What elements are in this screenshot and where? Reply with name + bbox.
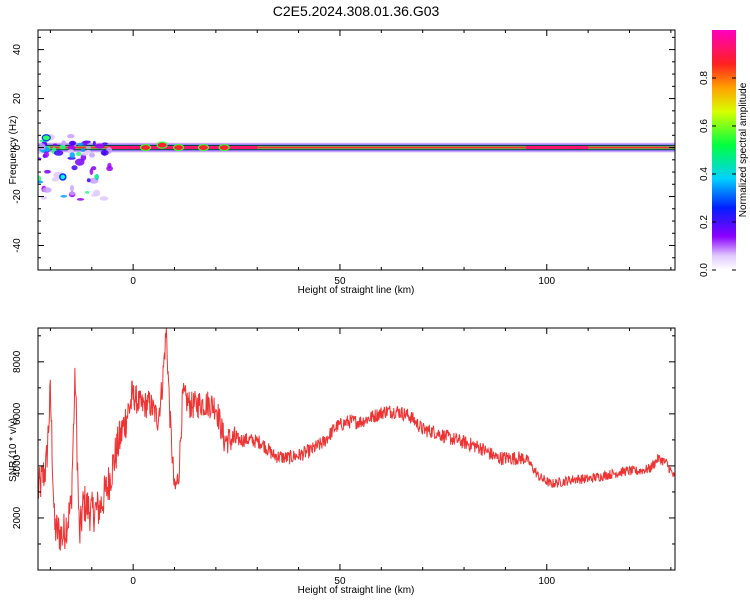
chart-title: C2E5.2024.308.01.36.G03 [273,3,440,19]
spectrogram-scatter-blob [95,143,105,149]
snr-ticks: 0 50 100 2000 4000 6000 8000 [12,328,675,587]
colorbar-label: Normalized spectral amplitude [738,82,749,217]
spectrogram-scatter-blob [42,187,52,193]
colorbar-tick-label: 0.2 [699,215,710,229]
spectrogram-scatter-blob [77,142,84,146]
colorbar-tick-label: 0.8 [699,71,710,85]
spectrogram-scatter-blob [69,152,76,159]
spectrogram-ylabel: Frequency (Hz) [8,116,19,185]
spectrogram-scatter-blob [88,152,96,158]
colorbar-tick-label: 0.0 [699,263,710,277]
spectrogram-xtick-label: 0 [130,276,136,287]
spectrogram-scatter-blob [51,177,59,182]
spectrogram-scatter-blob [92,140,96,146]
spectrogram-scatter-blob [106,165,114,172]
spectrogram-panel: 0 50 100 -40 -20 0 20 40 Height of straight lin… [8,29,676,296]
spectrogram-ytick-label: 20 [12,93,23,105]
snr-ytick-label: 8000 [12,350,23,373]
spectrogram-scatter-blob [80,148,85,152]
spectrogram-scatter-blob [84,149,92,154]
spectrogram-scatter-blob [75,151,82,157]
spectrogram-scatter-blob [43,151,49,158]
spectrogram-scatter-blob [71,165,78,171]
spectrogram-scatter-blob [40,196,48,200]
spectrogram-ytick-label: -40 [12,238,23,253]
snr-ytick-label: 6000 [12,402,23,425]
spectrogram-scatter-blob [61,140,66,146]
spectrogram-xtick-label: 50 [334,276,346,287]
snr-xlabel: Height of straight line (km) [298,585,415,596]
snr-xtick-label: 0 [130,576,136,587]
colorbar: 0.0 0.2 0.4 0.6 0.8 Normalized spectral ampl… [699,30,749,277]
spectrogram-ytick-label: 0 [12,144,23,150]
spectrogram-scatter-blob [76,197,85,201]
snr-series-line [38,328,675,551]
spectrogram-scatter-blob [89,168,94,176]
spectrogram-band-outline [38,145,675,151]
spectrogram-scatter-blob [102,151,106,156]
spectrogram-bright-segment [526,146,589,150]
spectrogram-scatter-blob [86,178,91,183]
snr-ytick-label: 2000 [12,506,23,529]
spectrogram-scatter-blob [44,169,51,174]
spectrogram-blob [156,141,168,149]
spectrogram-blob [197,143,210,152]
spectrogram-scatter-blob [59,173,67,181]
snr-xtick-label: 50 [334,576,346,587]
snr-panel: 0 50 100 2000 4000 6000 8000 Height of straigh… [8,327,676,596]
spectrogram-scatter-blob [99,196,109,201]
spectrogram-scatter-blob [94,174,98,180]
spectrogram-blob [139,143,152,152]
spectrogram-scatter-blob [91,193,98,197]
spectrogram-frame [37,29,676,271]
colorbar-ticks: 0.0 0.2 0.4 0.6 0.8 [699,71,736,277]
colorbar-tick-label: 0.6 [699,119,710,133]
spectrogram-scatter-blob [81,152,89,156]
spectrogram-scatter-blob [53,150,64,156]
spectrogram-scatter-blob [60,195,68,198]
spectrogram-scatter-blob [38,143,46,151]
spectrogram-ytick-label: -20 [12,189,23,204]
spectrogram-scatter-blob [85,191,90,194]
spectrogram-scatter-blob [85,146,92,149]
spectrogram-scatter-blob [70,185,74,192]
snr-frame [37,327,676,571]
spectrogram-scatter-blob [53,143,58,146]
spectrogram-scatter-blob [69,191,76,196]
spectrogram-xlabel: Height of straight line (km) [298,285,415,296]
spectrogram-scatter-blob [68,140,77,146]
spectrogram-scatter-blob [67,144,76,151]
colorbar-tick-label: 0.4 [699,167,710,181]
spectrogram-ytick-label: 40 [12,44,23,56]
snr-xtick-label: 100 [538,576,555,587]
snr-ylabel: SNR (10 * v/v) [8,418,19,482]
spectrogram-xtick-label: 100 [538,276,555,287]
spectrogram-blob [173,143,185,152]
spectrogram-marks [38,134,675,201]
spectrogram-blob [218,143,230,152]
colorbar-gradient [712,30,736,270]
snr-ytick-label: 4000 [12,454,23,477]
spectrogram-scatter-blob [38,180,44,184]
spectrogram-scatter-blob [41,134,51,142]
spectrogram-ticks: 0 50 100 -40 -20 0 20 40 [12,30,675,287]
spectrogram-scatter-blob [102,142,108,145]
spectrogram-scatter-blob [66,134,75,139]
